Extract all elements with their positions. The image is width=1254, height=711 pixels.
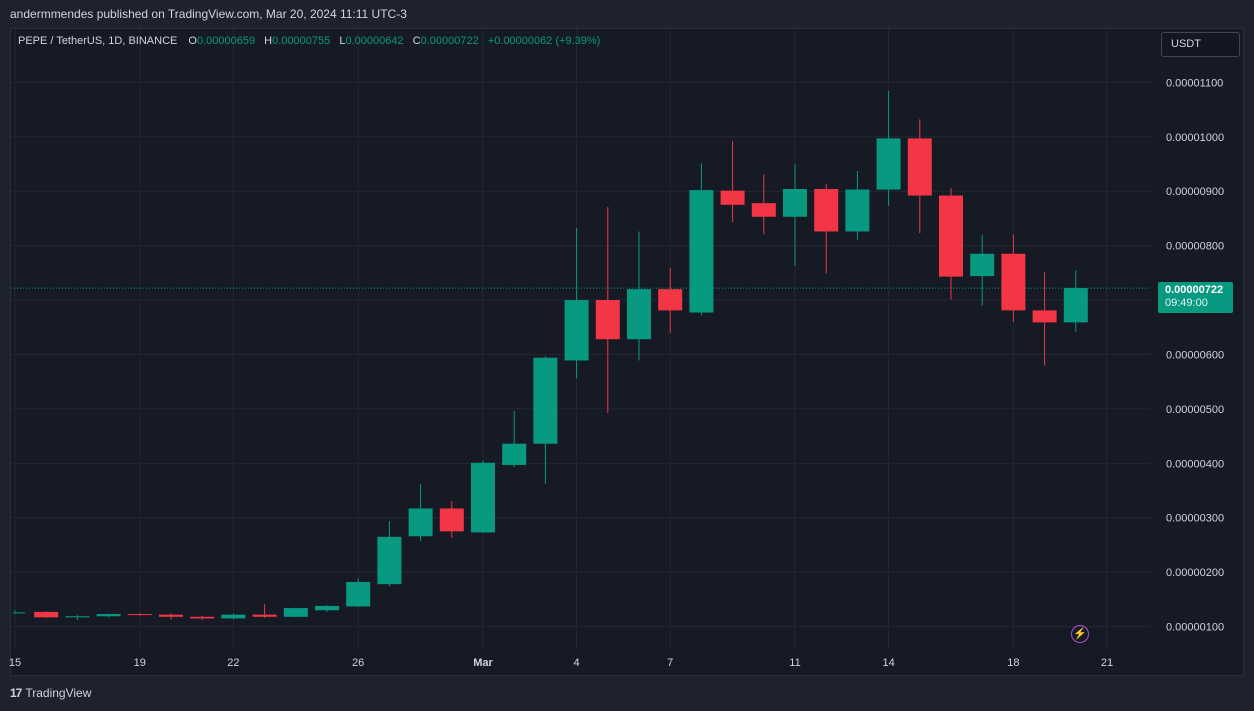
chart-frame[interactable] <box>10 28 1244 676</box>
open-value: 0.00000659 <box>196 35 256 47</box>
candle-body <box>876 138 901 190</box>
x-tick-label: 7 <box>667 657 673 669</box>
x-tick-label: 14 <box>882 657 894 669</box>
tradingview-brand: TradingView <box>25 686 92 700</box>
candle-body <box>13 612 25 614</box>
candle-body <box>814 189 839 232</box>
candle-body <box>595 300 620 340</box>
high-key: H <box>264 35 273 47</box>
candle-body <box>627 289 651 340</box>
x-tick-label: 15 <box>9 657 21 669</box>
candle-body <box>783 189 807 217</box>
y-tick-label: 0.00000100 <box>1166 622 1224 634</box>
last-price-tag: 0.00000722 09:49:00 <box>1158 282 1233 313</box>
candle-body <box>564 300 589 361</box>
candle-body <box>65 616 90 618</box>
candle-body <box>439 508 464 532</box>
high-value: 0.00000755 <box>272 35 331 47</box>
x-tick-label: 21 <box>1101 657 1113 669</box>
candle-body <box>377 536 402 585</box>
tradingview-footer: 17 TradingView <box>10 686 91 700</box>
candle-body <box>845 189 870 232</box>
candle-body <box>1001 253 1026 311</box>
y-tick-label: 0.00001100 <box>1166 77 1223 89</box>
candle-body <box>970 253 995 277</box>
change-value: +0.00000062 (+9.39%) <box>487 35 601 47</box>
candle-body <box>658 289 683 311</box>
y-tick-label: 0.00000900 <box>1166 186 1224 198</box>
candle-body <box>907 138 932 196</box>
x-tick-label: 11 <box>789 657 800 669</box>
candle-body <box>939 195 963 277</box>
candle-body <box>533 357 558 444</box>
candle-body <box>34 611 59 618</box>
candle-body <box>159 614 183 617</box>
candle-body <box>190 616 215 619</box>
x-tick-label: 4 <box>574 657 580 669</box>
x-tick-label: 18 <box>1007 657 1019 669</box>
low-key: L <box>339 35 346 47</box>
x-tick-label: 19 <box>134 657 146 669</box>
x-tick-label: Mar <box>473 657 493 669</box>
tradingview-logo-icon: 17 <box>10 686 22 700</box>
low-value: 0.00000642 <box>345 35 404 47</box>
ohlc-legend: PEPE / TetherUS, 1D, BINANCE O0.00000659… <box>18 35 606 47</box>
close-value: 0.00000722 <box>420 35 479 47</box>
candle-body <box>127 614 152 616</box>
candle-body <box>720 190 745 205</box>
candle-body <box>221 614 246 619</box>
symbol-label[interactable]: PEPE / TetherUS, 1D, BINANCE <box>18 35 178 47</box>
candle-body <box>315 605 339 611</box>
candle-body <box>408 508 433 537</box>
y-tick-label: 0.00000400 <box>1166 458 1224 470</box>
candle-body <box>252 614 277 617</box>
candle-body <box>751 203 776 217</box>
y-tick-label: 0.00000300 <box>1166 513 1224 525</box>
publisher-bar: andermmendes published on TradingView.co… <box>0 0 1254 28</box>
candle-body <box>346 581 371 607</box>
last-price-value: 0.00000722 <box>1165 284 1224 296</box>
candle-body <box>502 443 527 465</box>
close-key: C <box>412 35 421 47</box>
x-tick-label: 26 <box>352 657 364 669</box>
y-tick-label: 0.00000200 <box>1166 567 1224 579</box>
y-tick-label: 0.00000500 <box>1166 404 1224 416</box>
candle-body <box>471 462 495 533</box>
bar-countdown: 09:49:00 <box>1165 297 1208 309</box>
currency-button[interactable]: USDT <box>1161 32 1240 57</box>
lightning-icon[interactable]: ⚡ <box>1071 625 1089 643</box>
candle-body <box>689 190 714 313</box>
y-tick-label: 0.00000600 <box>1166 349 1224 361</box>
publisher-line: andermmendes published on TradingView.co… <box>10 7 407 21</box>
candle-body <box>1063 288 1088 323</box>
x-tick-label: 22 <box>227 657 239 669</box>
y-tick-label: 0.00001000 <box>1166 132 1224 144</box>
candle-body <box>1032 310 1057 323</box>
candle-body <box>96 614 121 617</box>
y-tick-label: 0.00000800 <box>1166 241 1224 253</box>
candle-body <box>283 608 308 617</box>
open-key: O <box>188 35 197 47</box>
